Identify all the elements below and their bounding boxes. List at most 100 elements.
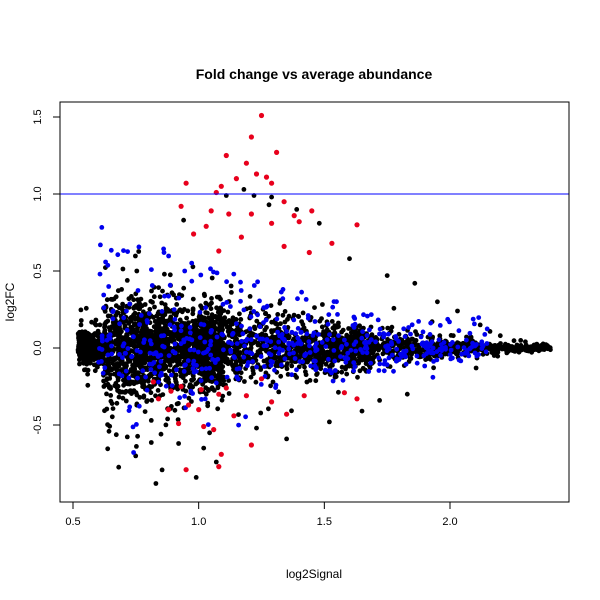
point-black [83, 342, 88, 347]
point-black [278, 321, 283, 327]
point-red [223, 385, 229, 391]
point-red [231, 413, 237, 419]
point-black [113, 294, 119, 300]
point-blue [187, 330, 193, 336]
point-black [124, 381, 130, 387]
point-blue [468, 345, 473, 351]
point-red [238, 234, 244, 240]
point-blue [136, 403, 142, 409]
point-red [183, 180, 189, 186]
point-black [420, 347, 425, 352]
point-blue [393, 336, 399, 342]
point-black [84, 361, 90, 367]
point-black [167, 272, 173, 278]
point-blue [191, 347, 197, 353]
point-blue [351, 360, 357, 365]
point-black [346, 363, 352, 369]
point-blue [105, 352, 111, 358]
point-black [214, 342, 220, 347]
point-black [269, 194, 274, 200]
point-blue [275, 329, 280, 335]
point-red [354, 396, 360, 402]
point-red [248, 442, 254, 448]
point-black [148, 440, 154, 445]
point-red [258, 376, 265, 382]
point-blue [325, 321, 331, 327]
point-blue [364, 346, 370, 351]
point-red [306, 249, 312, 256]
point-black [142, 302, 148, 307]
point-blue [402, 334, 408, 339]
point-blue [286, 341, 292, 347]
point-black [106, 428, 112, 434]
point-black [156, 327, 162, 333]
point-black [229, 290, 234, 295]
point-blue [338, 354, 343, 359]
point-red [243, 160, 249, 166]
point-black [284, 366, 290, 372]
point-black [104, 297, 110, 303]
y-tick-label: 0.5 [32, 263, 44, 278]
point-blue [376, 368, 382, 373]
y-axis-label: log2FC [3, 282, 17, 321]
y-tick-label: 1.5 [32, 109, 44, 124]
point-red [296, 219, 302, 225]
point-blue [174, 367, 179, 373]
point-black [431, 365, 436, 371]
point-black [108, 393, 114, 398]
point-blue [157, 364, 162, 370]
point-black [210, 386, 216, 392]
point-black [110, 406, 116, 411]
point-blue [436, 337, 442, 343]
point-blue [272, 367, 277, 373]
point-blue [141, 340, 147, 345]
point-black [494, 349, 499, 354]
point-black [135, 433, 141, 439]
point-black [241, 187, 247, 192]
point-black [187, 382, 193, 387]
point-black [409, 336, 415, 342]
point-black [228, 321, 234, 326]
point-black [133, 359, 139, 365]
point-black [273, 355, 279, 360]
point-black [370, 356, 376, 362]
point-blue [172, 327, 178, 333]
point-black [193, 475, 199, 480]
point-blue [377, 331, 382, 337]
point-black [86, 346, 92, 351]
point-black [201, 445, 207, 451]
point-black [93, 332, 99, 338]
point-black [153, 335, 159, 341]
point-blue [448, 347, 454, 353]
point-black [203, 310, 209, 315]
point-black [208, 306, 214, 312]
point-blue [126, 375, 132, 381]
point-blue [213, 380, 219, 386]
point-black [391, 305, 397, 311]
point-black [76, 344, 81, 350]
point-blue [187, 336, 193, 342]
point-blue [330, 304, 336, 310]
point-blue [334, 299, 339, 305]
point-blue [450, 355, 455, 361]
point-blue [424, 351, 429, 356]
point-black [177, 369, 183, 375]
point-black [215, 309, 221, 315]
point-blue [366, 369, 372, 374]
point-black [270, 379, 276, 385]
point-blue [239, 338, 245, 344]
point-black [289, 408, 294, 414]
point-black [174, 401, 180, 407]
point-black [323, 361, 329, 367]
point-blue [323, 367, 328, 373]
point-black [199, 305, 205, 311]
point-black [523, 339, 528, 345]
point-blue [365, 313, 370, 319]
point-blue [98, 242, 103, 248]
point-black [175, 386, 181, 392]
point-black [88, 360, 93, 365]
point-blue [236, 422, 242, 428]
point-black [216, 351, 222, 357]
point-black [140, 346, 146, 351]
point-black [347, 344, 353, 349]
